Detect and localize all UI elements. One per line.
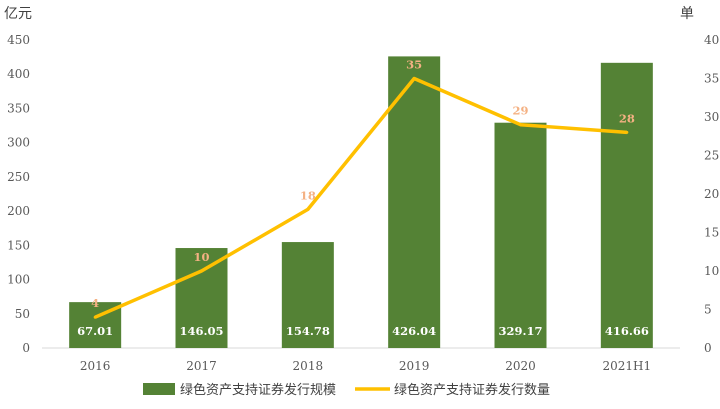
left-axis: 0 50 100 150 200 250 300 350 400 450 xyxy=(7,33,30,355)
bar-data-label: 329.17 xyxy=(498,324,542,338)
bar xyxy=(600,62,653,349)
right-tick-label: 30 xyxy=(704,110,719,124)
bar-data-label: 146.05 xyxy=(179,324,223,338)
line-point xyxy=(93,315,97,319)
legend-line-label: 绿色资产支持证券发行数量 xyxy=(394,382,550,398)
right-tick-label: 40 xyxy=(704,33,719,47)
x-axis: 2016 2017 2018 2019 2020 2021H1 xyxy=(80,359,651,373)
right-axis-unit: 单 xyxy=(680,6,694,22)
bar xyxy=(388,56,441,348)
x-tick-label: 2017 xyxy=(186,359,217,373)
right-tick-label: 20 xyxy=(704,187,719,201)
x-tick-label: 2018 xyxy=(293,359,324,373)
bar xyxy=(281,242,334,348)
line-data-label: 4 xyxy=(91,296,99,310)
bar-data-label: 67.01 xyxy=(77,324,113,338)
line-data-label: 28 xyxy=(619,111,635,125)
line-point xyxy=(625,130,629,134)
left-tick-label: 50 xyxy=(15,307,30,321)
left-tick-label: 400 xyxy=(7,67,30,81)
left-tick-label: 0 xyxy=(22,341,30,355)
bar xyxy=(175,248,228,348)
right-tick-label: 10 xyxy=(704,264,719,278)
left-tick-label: 450 xyxy=(7,33,30,47)
bar xyxy=(494,122,547,349)
right-tick-label: 5 xyxy=(704,303,712,317)
line-data-label: 18 xyxy=(300,188,316,202)
line-data-label: 35 xyxy=(406,58,422,72)
bar-series: 67.01 146.05 154.78 426.04 329.17 416.66 xyxy=(69,56,653,349)
line-data-label: 29 xyxy=(512,104,528,118)
left-tick-label: 150 xyxy=(7,238,30,252)
left-axis-unit: 亿元 xyxy=(4,6,32,22)
left-tick-label: 250 xyxy=(7,170,30,184)
right-tick-label: 0 xyxy=(704,341,712,355)
x-tick-label: 2021H1 xyxy=(603,359,652,373)
right-axis: 0 5 10 15 20 25 30 35 40 xyxy=(704,33,719,355)
left-tick-label: 200 xyxy=(7,204,30,218)
right-tick-label: 35 xyxy=(704,72,719,86)
line-data-label: 10 xyxy=(193,250,209,264)
line-point xyxy=(306,207,310,211)
x-tick-label: 2020 xyxy=(505,359,536,373)
line-path xyxy=(94,76,627,319)
legend-bar-label: 绿色资产支持证券发行规模 xyxy=(180,382,336,398)
line-point xyxy=(519,123,522,127)
right-tick-label: 15 xyxy=(704,226,719,240)
left-tick-label: 300 xyxy=(7,136,30,150)
x-tick-label: 2019 xyxy=(399,359,430,373)
right-tick-label: 25 xyxy=(704,149,719,163)
left-tick-label: 350 xyxy=(7,101,30,115)
bar-data-label: 426.04 xyxy=(392,324,436,338)
legend-bar-swatch xyxy=(143,383,175,395)
line-point xyxy=(200,269,203,273)
left-tick-label: 100 xyxy=(7,273,30,287)
line-point xyxy=(412,77,416,80)
bar-data-label: 154.78 xyxy=(286,324,330,338)
line-series: 4 10 18 35 29 28 xyxy=(91,58,635,319)
x-tick-label: 2016 xyxy=(80,359,111,373)
legend: 绿色资产支持证券发行规模 绿色资产支持证券发行数量 xyxy=(143,382,550,398)
bar-data-label: 416.66 xyxy=(605,324,649,338)
